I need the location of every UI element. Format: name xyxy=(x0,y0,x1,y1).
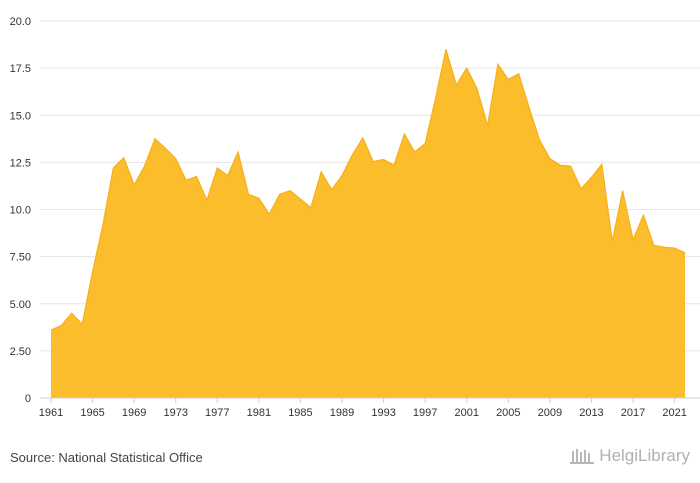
y-tick-label: 7.50 xyxy=(10,252,31,264)
x-tick-label: 1997 xyxy=(413,407,437,419)
x-tick-label: 1985 xyxy=(288,407,312,419)
x-tick-label: 1977 xyxy=(205,407,229,419)
y-tick-label: 10.0 xyxy=(10,205,31,217)
x-tick-label: 2017 xyxy=(621,407,645,419)
helgi-library-logo: HelgiLibrary xyxy=(569,446,690,466)
y-tick-label: 5.00 xyxy=(10,299,31,311)
area-chart: 0 2.50 5.00 7.50 10.0 12.5 15.0 17.5 20.0 1961 196… xyxy=(10,16,700,419)
axes: 0 2.50 5.00 7.50 10.0 12.5 15.0 17.5 20.0 1961 196… xyxy=(10,16,700,419)
x-tick-label: 1981 xyxy=(247,407,271,419)
y-tick-label: 20.0 xyxy=(10,16,31,28)
y-tick-label: 2.50 xyxy=(10,346,31,358)
series-line xyxy=(50,49,686,331)
y-tick-label: 17.5 xyxy=(10,63,31,75)
x-tick-label: 1969 xyxy=(122,407,146,419)
logo-text: HelgiLibrary xyxy=(599,446,690,465)
area-fill xyxy=(51,49,685,399)
x-tick-label: 1989 xyxy=(330,407,354,419)
source-note: Source: National Statistical Office xyxy=(10,450,203,465)
x-tick-label: 1993 xyxy=(371,407,395,419)
x-tick-label: 1965 xyxy=(80,407,104,419)
area-series xyxy=(50,49,686,399)
x-tick-label: 2005 xyxy=(496,407,520,419)
y-tick-label: 15.0 xyxy=(10,110,31,122)
library-columns-icon xyxy=(570,449,595,464)
x-tick-label: 1973 xyxy=(163,407,187,419)
y-tick-label: 0 xyxy=(25,393,31,405)
x-tick-label: 2001 xyxy=(454,407,478,419)
x-tick-label: 2013 xyxy=(579,407,603,419)
x-tick-label: 2009 xyxy=(538,407,562,419)
x-tick-label: 1961 xyxy=(39,407,63,419)
y-tick-label: 12.5 xyxy=(10,157,31,169)
x-tick-label: 2021 xyxy=(662,407,686,419)
